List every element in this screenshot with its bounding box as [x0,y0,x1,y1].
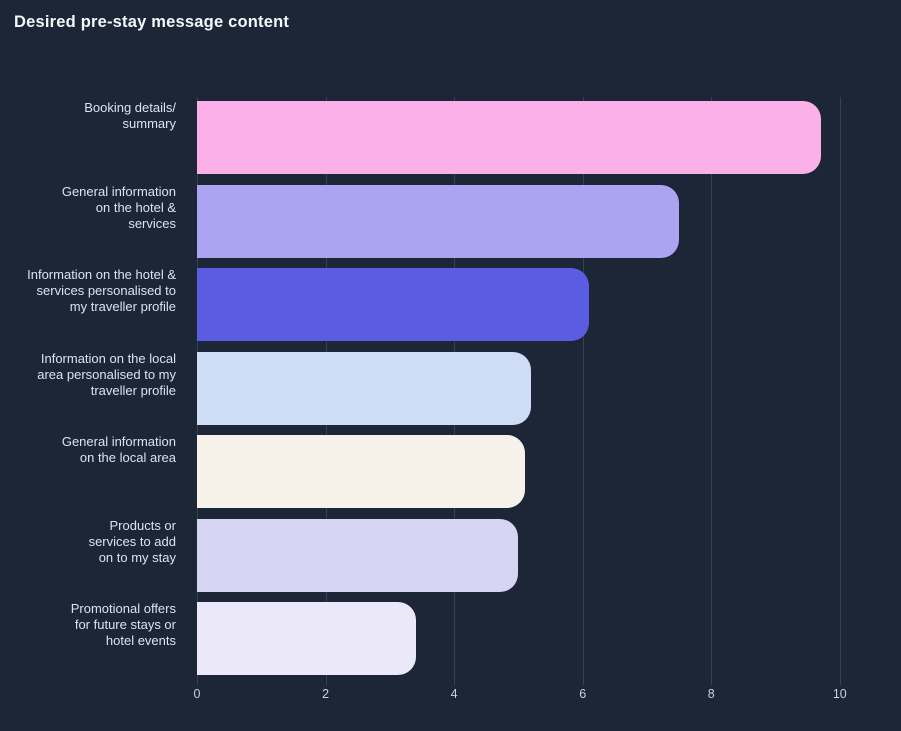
x-tick-label: 10 [832,687,847,701]
bar-track [197,348,870,432]
bar-track [197,264,870,348]
bar-track [197,431,870,515]
chart-row: Information on the local area personalis… [0,348,901,432]
chart-row: Information on the hotel & services pers… [0,264,901,348]
chart-row: General information on the hotel & servi… [0,181,901,265]
bar [197,351,532,425]
bar [197,184,680,258]
bar [197,518,519,592]
x-tick-label: 6 [579,687,587,701]
chart-row: Booking details/ summary [0,97,901,181]
category-label: General information on the hotel & servi… [61,183,176,231]
chart-row: Promotional offers for future stays or h… [0,598,901,682]
x-tick-label: 4 [450,687,458,701]
chart-title: Desired pre-stay message content [14,13,290,31]
x-tick-label: 2 [322,687,330,701]
x-tick-label: 8 [707,687,715,701]
x-axis: 0 2 4 6 8 10 [193,687,870,705]
gridline-x-8 [711,97,713,685]
category-label: Products or services to add on to my sta… [88,517,176,565]
bar [197,602,416,675]
x-tick-label: 0 [193,687,201,701]
gridline-x-10 [839,97,841,685]
chart-row: General information on the local area [0,431,901,515]
bar [197,435,525,508]
bar-track [197,97,870,181]
bar [197,101,821,174]
bar-track [197,515,870,599]
category-label: General information on the local area [61,434,176,465]
category-label: Booking details/ summary [84,100,176,131]
bar-chart: Booking details/ summary General informat… [0,97,901,682]
category-label: Promotional offers for future stays or h… [70,601,176,648]
bar [197,268,590,341]
category-label: Information on the hotel & services pers… [27,267,176,314]
chart-row: Products or services to add on to my sta… [0,515,901,599]
bar-track [197,598,870,682]
gridline-x-6 [582,97,584,685]
bar-track [197,181,870,265]
category-label: Information on the local area personalis… [37,350,176,398]
